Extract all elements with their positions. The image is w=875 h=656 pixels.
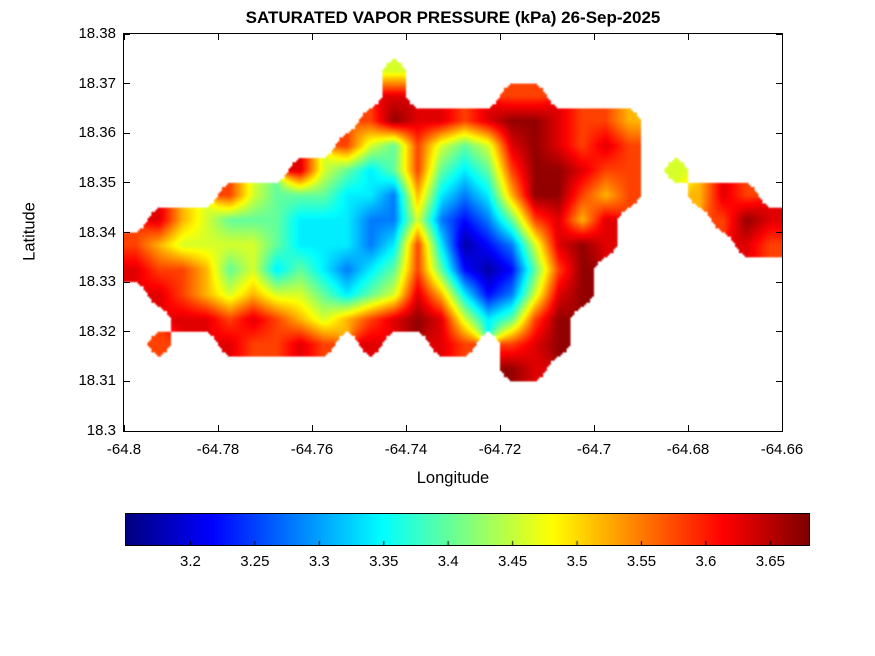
y-tick-mark [124, 430, 130, 432]
y-tick-mark [776, 232, 782, 233]
y-tick-mark [776, 132, 782, 134]
y-tick-mark [124, 132, 130, 134]
x-tick-mark [217, 425, 219, 431]
y-tick-mark [124, 380, 130, 382]
x-tick-label: -64.8 [106, 441, 142, 458]
x-tick-mark [123, 425, 125, 431]
y-tick-label: 18.35 [78, 173, 116, 191]
x-tick-mark [687, 34, 689, 40]
y-tick-label: 18.32 [78, 322, 116, 340]
x-tick-mark [781, 425, 783, 431]
heatmap-canvas [124, 34, 782, 431]
y-tick-mark [776, 331, 782, 333]
colorbar [125, 513, 810, 546]
y-tick-mark [776, 281, 782, 283]
x-tick-mark [593, 425, 595, 431]
y-tick-mark [124, 33, 130, 35]
y-tick-mark [124, 281, 130, 283]
colorbar-tick-label: 3.5 [566, 553, 588, 570]
y-tick-mark [776, 33, 782, 35]
x-tick-mark [781, 34, 783, 40]
y-tick-label: 18.33 [78, 273, 116, 291]
x-tick-label: -64.72 [478, 441, 522, 458]
x-tick-label: -64.78 [196, 441, 240, 458]
colorbar-tick-label: 3.45 [497, 553, 528, 570]
colorbar-tick-label: 3.2 [179, 553, 201, 570]
x-tick-label: -64.76 [290, 441, 334, 458]
x-tick-mark [123, 34, 125, 40]
x-tick-mark [405, 34, 407, 40]
x-tick-label: -64.7 [576, 441, 612, 458]
x-tick-mark [593, 34, 595, 40]
chart-title: SATURATED VAPOR PRESSURE (kPa) 26-Sep-20… [245, 8, 661, 27]
colorbar-tick-label: 3.65 [755, 553, 785, 570]
y-tick-mark [124, 331, 130, 333]
y-tick-label: 18.38 [78, 25, 116, 42]
y-tick-label: 18.3 [86, 422, 116, 439]
x-tick-mark [687, 425, 689, 431]
y-tick-label: 18.37 [78, 74, 116, 92]
x-tick-mark [311, 425, 313, 431]
x-tick-label: -64.74 [384, 441, 428, 458]
colorbar-tick-label: 3.6 [695, 553, 717, 570]
y-tick-mark [124, 232, 130, 233]
x-tick-mark [311, 34, 313, 40]
y-tick-mark [124, 83, 130, 85]
y-tick-mark [776, 380, 782, 382]
colorbar-tick-label: 3.4 [437, 553, 459, 570]
colorbar-tick-label: 3.55 [626, 553, 657, 570]
colorbar-tick-label: 3.25 [240, 553, 270, 570]
colorbar-canvas [126, 514, 809, 545]
x-tick-mark [217, 34, 219, 40]
x-tick-mark [405, 425, 407, 431]
y-tick-label: 18.34 [78, 223, 116, 241]
colorbar-tick-label: 3.3 [308, 553, 330, 570]
y-tick-mark [776, 182, 782, 184]
plot-area [123, 33, 783, 432]
x-tick-mark [499, 425, 501, 431]
x-tick-label: -64.66 [760, 441, 804, 458]
colorbar-tick-label: 3.35 [369, 553, 399, 570]
y-axis-label: Latitude [20, 202, 39, 261]
y-tick-label: 18.31 [78, 372, 116, 390]
y-tick-mark [124, 182, 130, 184]
x-tick-label: -64.68 [666, 441, 710, 458]
x-axis-label: Longitude [416, 469, 490, 487]
y-tick-mark [776, 430, 782, 432]
y-tick-label: 18.36 [78, 124, 116, 142]
y-tick-mark [776, 83, 782, 85]
x-tick-mark [499, 34, 501, 40]
